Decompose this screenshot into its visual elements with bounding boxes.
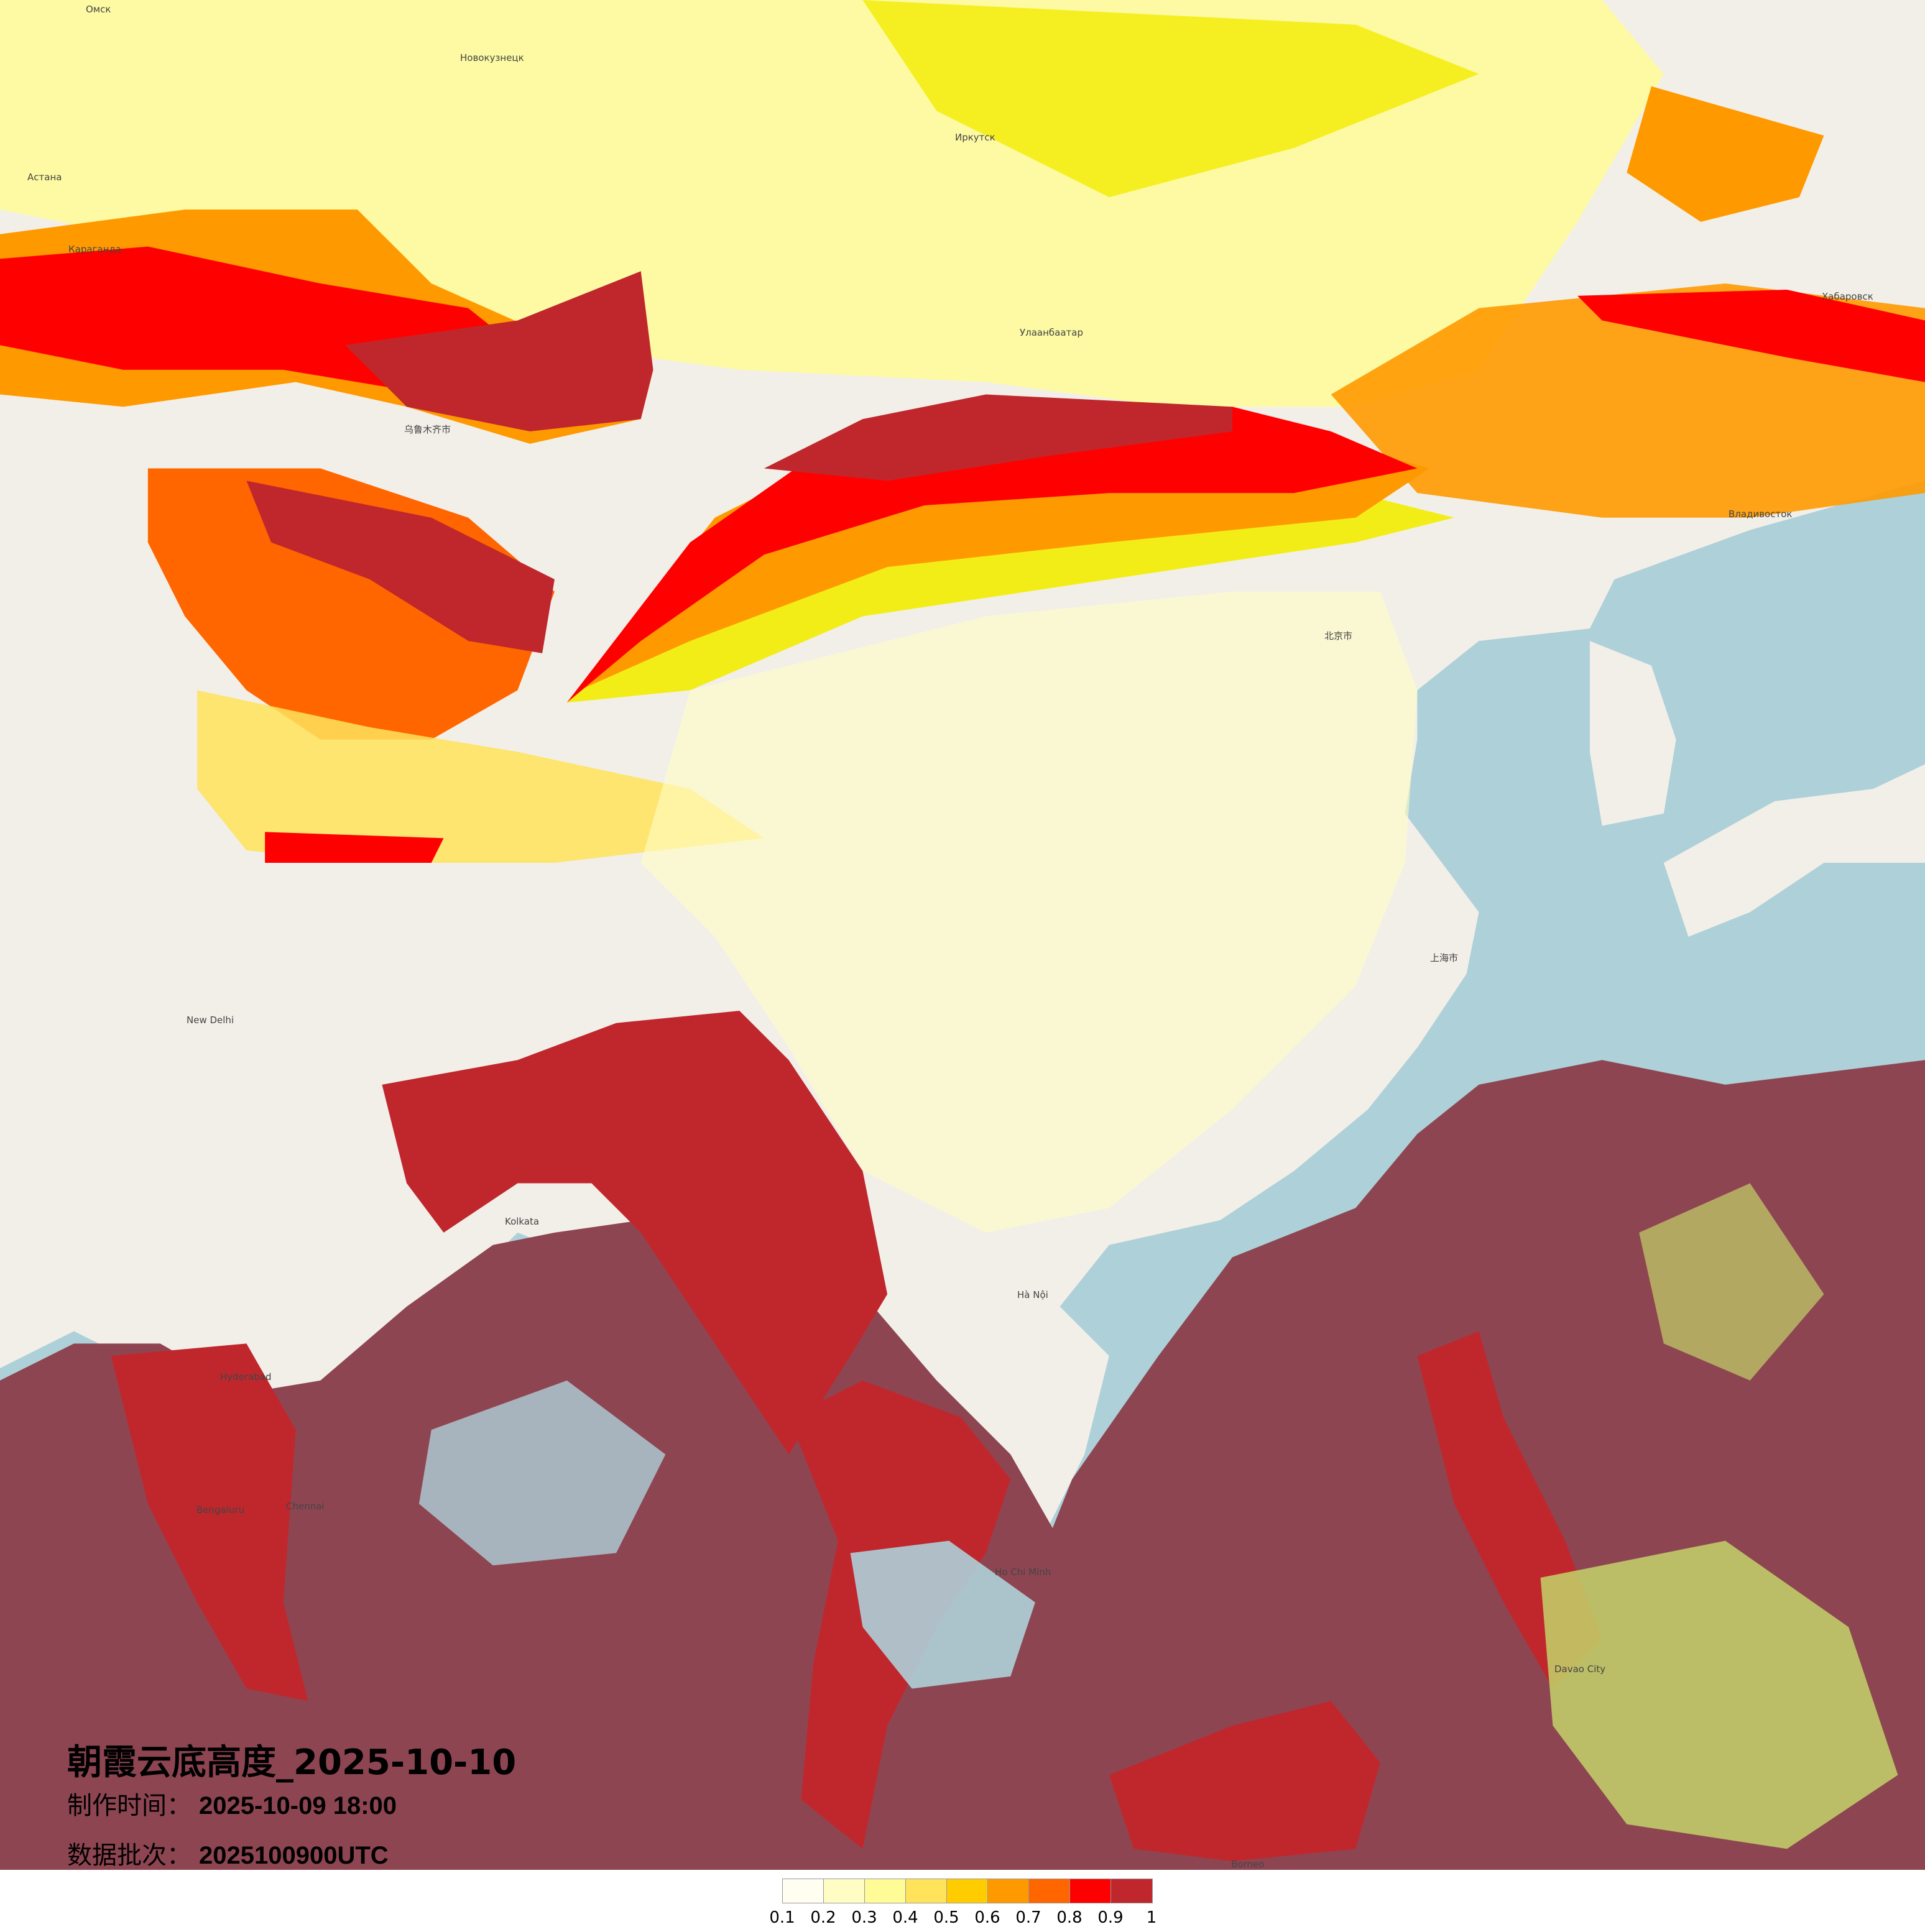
overlay-darkred-india-south	[111, 1343, 308, 1701]
legend-tick-label: 0.9	[1097, 1908, 1124, 1927]
place-label: Borneo	[1231, 1859, 1265, 1870]
overlay-yellow-tibet	[197, 690, 764, 863]
production-time-label: 制作时间：	[67, 1792, 192, 1820]
legend-tick-label: 0.1	[769, 1908, 795, 1927]
overlay-red-ne	[1577, 289, 1925, 382]
overlay-red-tibet	[265, 832, 444, 863]
place-label: Караганда	[68, 244, 121, 255]
data-batch-label: 数据批次：	[67, 1841, 192, 1870]
legend-tick-label: 0.6	[974, 1908, 1000, 1927]
legend-swatch	[906, 1879, 947, 1903]
place-label: Kolkata	[505, 1216, 540, 1227]
place-label: Chennai	[286, 1501, 325, 1512]
place-label: Davao City	[1554, 1663, 1606, 1675]
data-batch: 数据批次： 2025100900UTC	[67, 1835, 389, 1871]
legend-tick-label: 1	[1146, 1908, 1157, 1927]
overlay-red-diagonal	[566, 407, 1418, 703]
place-label: Bengaluru	[196, 1504, 245, 1516]
legend-tick-label: 0.5	[933, 1908, 959, 1927]
overlay-darkred-diagonal	[764, 394, 1233, 481]
place-label: 乌鲁木齐市	[404, 424, 451, 435]
map-title: 朝霞云底高度_2025-10-10	[67, 1742, 517, 1783]
overlay-orange-ne	[1627, 86, 1824, 222]
legend-swatch	[1029, 1879, 1070, 1903]
legend-tick-label: 0.7	[1015, 1908, 1041, 1927]
place-label: Владивосток	[1729, 508, 1793, 520]
legend-swatch	[988, 1879, 1029, 1903]
legend-swatch	[1070, 1879, 1111, 1903]
place-label: Улаанбаатар	[1020, 327, 1084, 338]
japan-land	[1663, 764, 1925, 937]
legend-swatch	[824, 1879, 865, 1903]
legend-tick-label: 0.4	[892, 1908, 918, 1927]
place-label: Иркутск	[955, 132, 995, 143]
legend-labels: 0.1 0.2 0.3 0.4 0.5 0.6 0.7 0.8 0.9 1	[769, 1908, 1166, 1930]
overlay-green-sea-2	[1639, 1183, 1824, 1381]
overlay-darkred-india-east	[382, 1010, 888, 1455]
legend-swatch	[865, 1879, 906, 1903]
place-label: 北京市	[1324, 630, 1353, 642]
overlay-lightblue-gap	[850, 1540, 1035, 1689]
overlay-darkred-central-asia	[246, 481, 555, 653]
overlay-lightblue-gap-2	[418, 1380, 666, 1566]
korea-land	[1589, 641, 1676, 826]
place-label: 上海市	[1430, 952, 1459, 964]
legend-tick-label: 0.3	[851, 1908, 877, 1927]
place-label: Hà Nội	[1017, 1289, 1048, 1300]
place-label: Hyderabad	[220, 1371, 272, 1382]
legend-swatch	[783, 1879, 824, 1903]
production-time-value: 2025-10-09 18:00	[199, 1792, 397, 1819]
legend-tick-label: 0.2	[810, 1908, 836, 1927]
overlay-yellow-china	[640, 591, 1418, 1233]
place-label: Ho Chi Minh	[995, 1566, 1051, 1578]
overlay-yellow-strong	[862, 0, 1479, 198]
map-canvas[interactable]	[0, 0, 1925, 1870]
place-label: Хабаровск	[1822, 291, 1873, 302]
overlay-darkred-borneo	[1109, 1701, 1380, 1862]
data-batch-value: 2025100900UTC	[199, 1842, 389, 1869]
overlay-green-sea	[1540, 1540, 1898, 1849]
place-label: New Delhi	[187, 1014, 234, 1026]
color-legend	[782, 1879, 1153, 1903]
production-time: 制作时间： 2025-10-09 18:00	[67, 1785, 397, 1821]
legend-swatch	[947, 1879, 988, 1903]
place-label: Новокузнецк	[460, 52, 524, 63]
legend-tick-label: 0.8	[1056, 1908, 1083, 1927]
place-label: Омск	[86, 4, 111, 15]
overlay-darkred-west	[344, 271, 653, 432]
legend-swatch	[1111, 1879, 1152, 1903]
place-label: Астана	[27, 172, 62, 183]
